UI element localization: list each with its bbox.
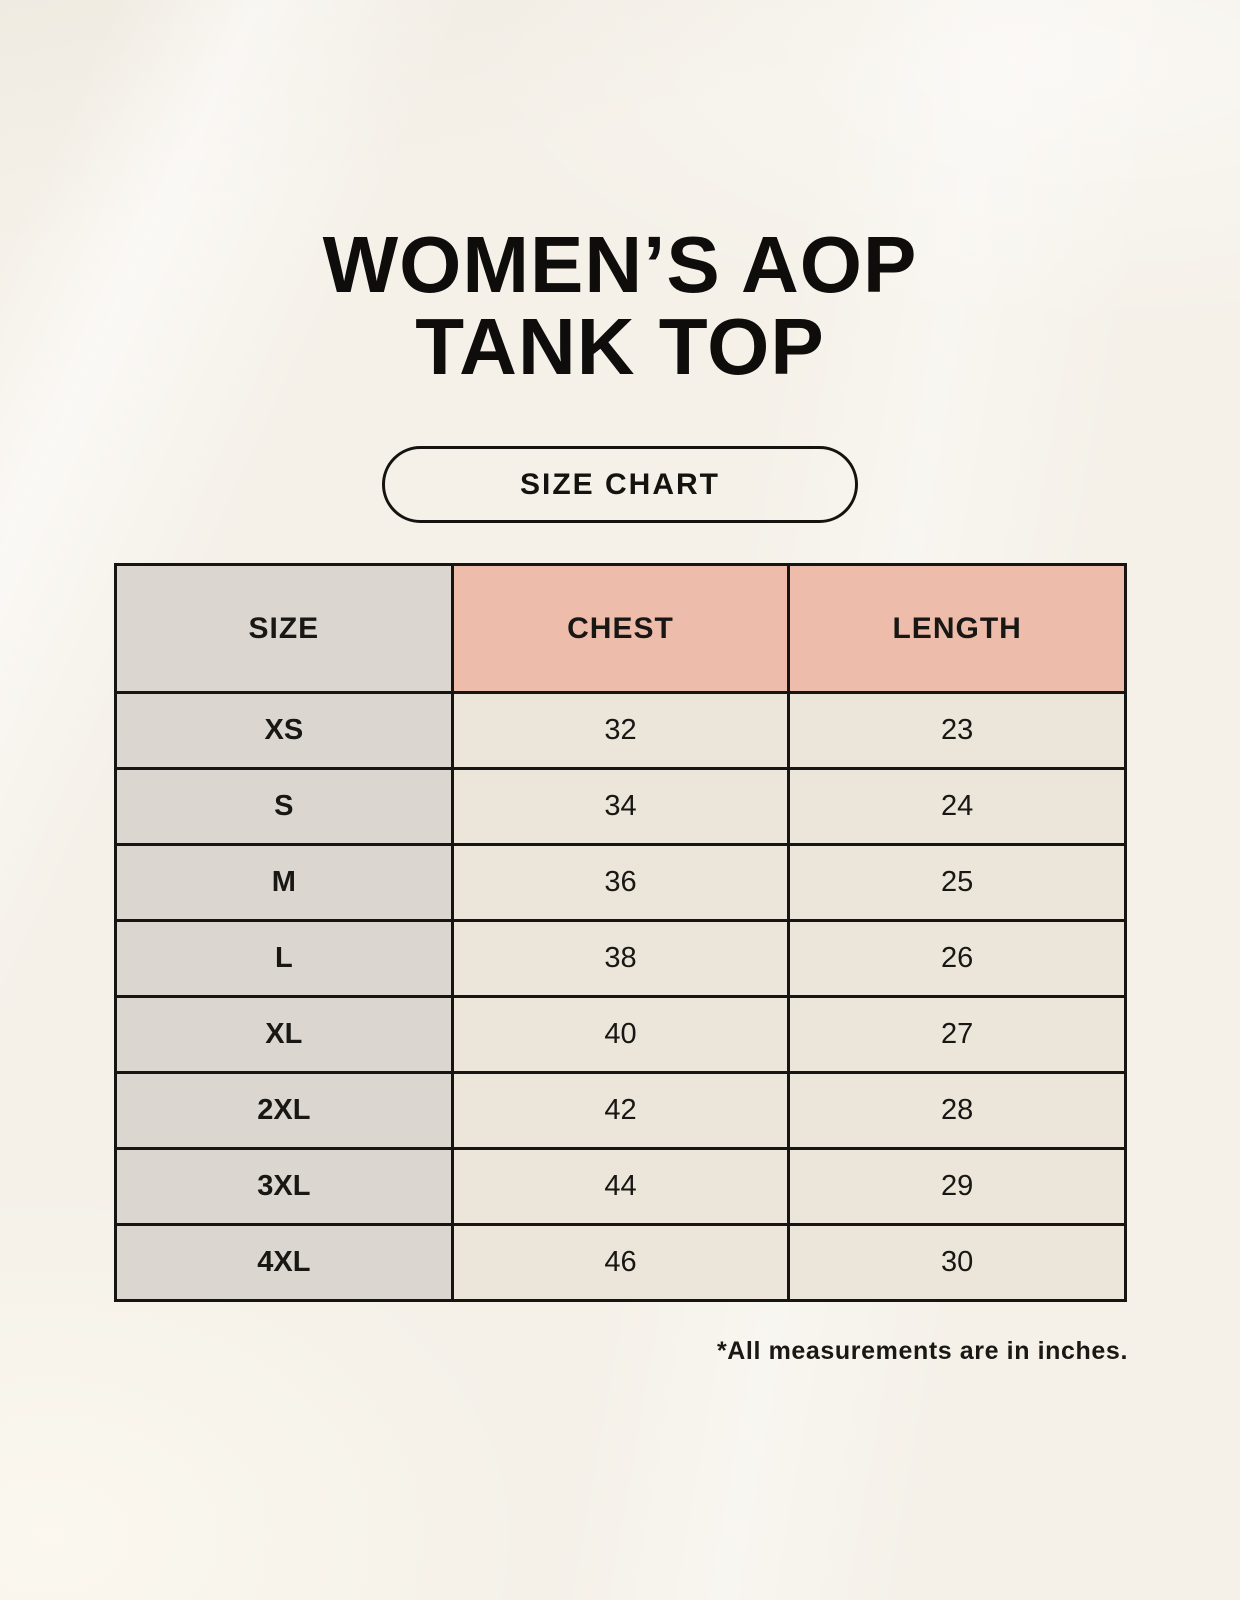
size-chart-table: SIZE CHEST LENGTH XS 32 23 S 34 24 M 36 … — [114, 563, 1127, 1302]
page-title-line-2: TANK TOP — [415, 302, 825, 391]
table-row: M 36 25 — [114, 843, 1127, 922]
size-cell: 2XL — [114, 1071, 454, 1150]
length-cell: 30 — [787, 1223, 1127, 1302]
table-row: 3XL 44 29 — [114, 1147, 1127, 1226]
chest-cell: 44 — [450, 1147, 791, 1226]
size-cell: XS — [114, 691, 454, 770]
length-cell: 23 — [787, 691, 1127, 770]
page-title-line-1: WOMEN’S AOP — [322, 220, 918, 309]
length-cell: 28 — [787, 1071, 1127, 1150]
size-chart-badge-label: SIZE CHART — [520, 467, 720, 501]
chest-cell: 40 — [450, 995, 791, 1074]
table-row: L 38 26 — [114, 919, 1127, 998]
size-cell: 4XL — [114, 1223, 454, 1302]
size-cell: M — [114, 843, 454, 922]
chest-cell: 46 — [450, 1223, 791, 1302]
size-cell: L — [114, 919, 454, 998]
table-row: XL 40 27 — [114, 995, 1127, 1074]
table-row: 4XL 46 30 — [114, 1223, 1127, 1302]
size-cell: S — [114, 767, 454, 846]
page-title: WOMEN’S AOP TANK TOP — [0, 224, 1240, 388]
measurements-note: *All measurements are in inches. — [716, 1337, 1128, 1365]
size-chart-badge: SIZE CHART — [382, 446, 858, 523]
size-cell: 3XL — [114, 1147, 454, 1226]
chest-cell: 32 — [450, 691, 791, 770]
chest-cell: 38 — [450, 919, 791, 998]
length-cell: 25 — [787, 843, 1127, 922]
table-row: XS 32 23 — [114, 691, 1127, 770]
chest-cell: 36 — [450, 843, 791, 922]
table-row: 2XL 42 28 — [114, 1071, 1127, 1150]
table-row: S 34 24 — [114, 767, 1127, 846]
length-cell: 29 — [787, 1147, 1127, 1226]
chest-cell: 42 — [450, 1071, 791, 1150]
chest-cell: 34 — [450, 767, 791, 846]
length-cell: 27 — [787, 995, 1127, 1074]
length-cell: 24 — [787, 767, 1127, 846]
table-header-row: SIZE CHEST LENGTH — [114, 563, 1127, 694]
header-length: LENGTH — [787, 563, 1127, 694]
size-cell: XL — [114, 995, 454, 1074]
length-cell: 26 — [787, 919, 1127, 998]
header-chest: CHEST — [450, 563, 791, 694]
header-size: SIZE — [114, 563, 454, 694]
